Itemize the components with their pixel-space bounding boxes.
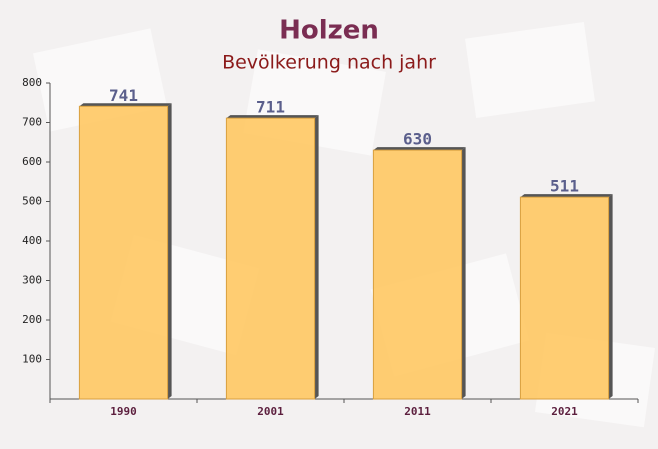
bar — [372, 149, 463, 400]
y-tick-label: 800 — [22, 76, 42, 89]
y-tick-label: 300 — [22, 274, 42, 287]
bar-shadow — [520, 194, 613, 198]
bar-shadow — [373, 147, 466, 151]
x-tick-label: 2011 — [404, 405, 431, 418]
y-tick-label: 400 — [22, 234, 42, 247]
y-tick-label: 600 — [22, 155, 42, 168]
bar-shadow — [314, 115, 319, 399]
bar-shadow — [608, 194, 613, 399]
chart-title: Holzen — [279, 16, 379, 46]
value-label: 711 — [256, 98, 285, 117]
bar-shadow — [167, 103, 172, 400]
y-tick-label: 700 — [22, 116, 42, 129]
x-tick-label: 2021 — [551, 405, 578, 418]
chart-subtitle: Bevölkerung nach jahr — [222, 52, 436, 74]
x-tick-label: 1990 — [110, 405, 137, 418]
y-tick-label: 100 — [22, 353, 42, 366]
bar-shadow — [79, 103, 172, 107]
value-label: 630 — [403, 130, 432, 149]
bar — [225, 117, 316, 400]
y-tick-label: 200 — [22, 313, 42, 326]
bar — [519, 196, 610, 400]
y-tick-label: 500 — [22, 195, 42, 208]
x-tick-label: 2001 — [257, 405, 284, 418]
value-label: 511 — [550, 177, 579, 196]
value-label: 741 — [109, 86, 138, 105]
bar — [78, 105, 169, 400]
bar-shadow — [461, 147, 466, 399]
bar-shadow — [226, 115, 319, 119]
